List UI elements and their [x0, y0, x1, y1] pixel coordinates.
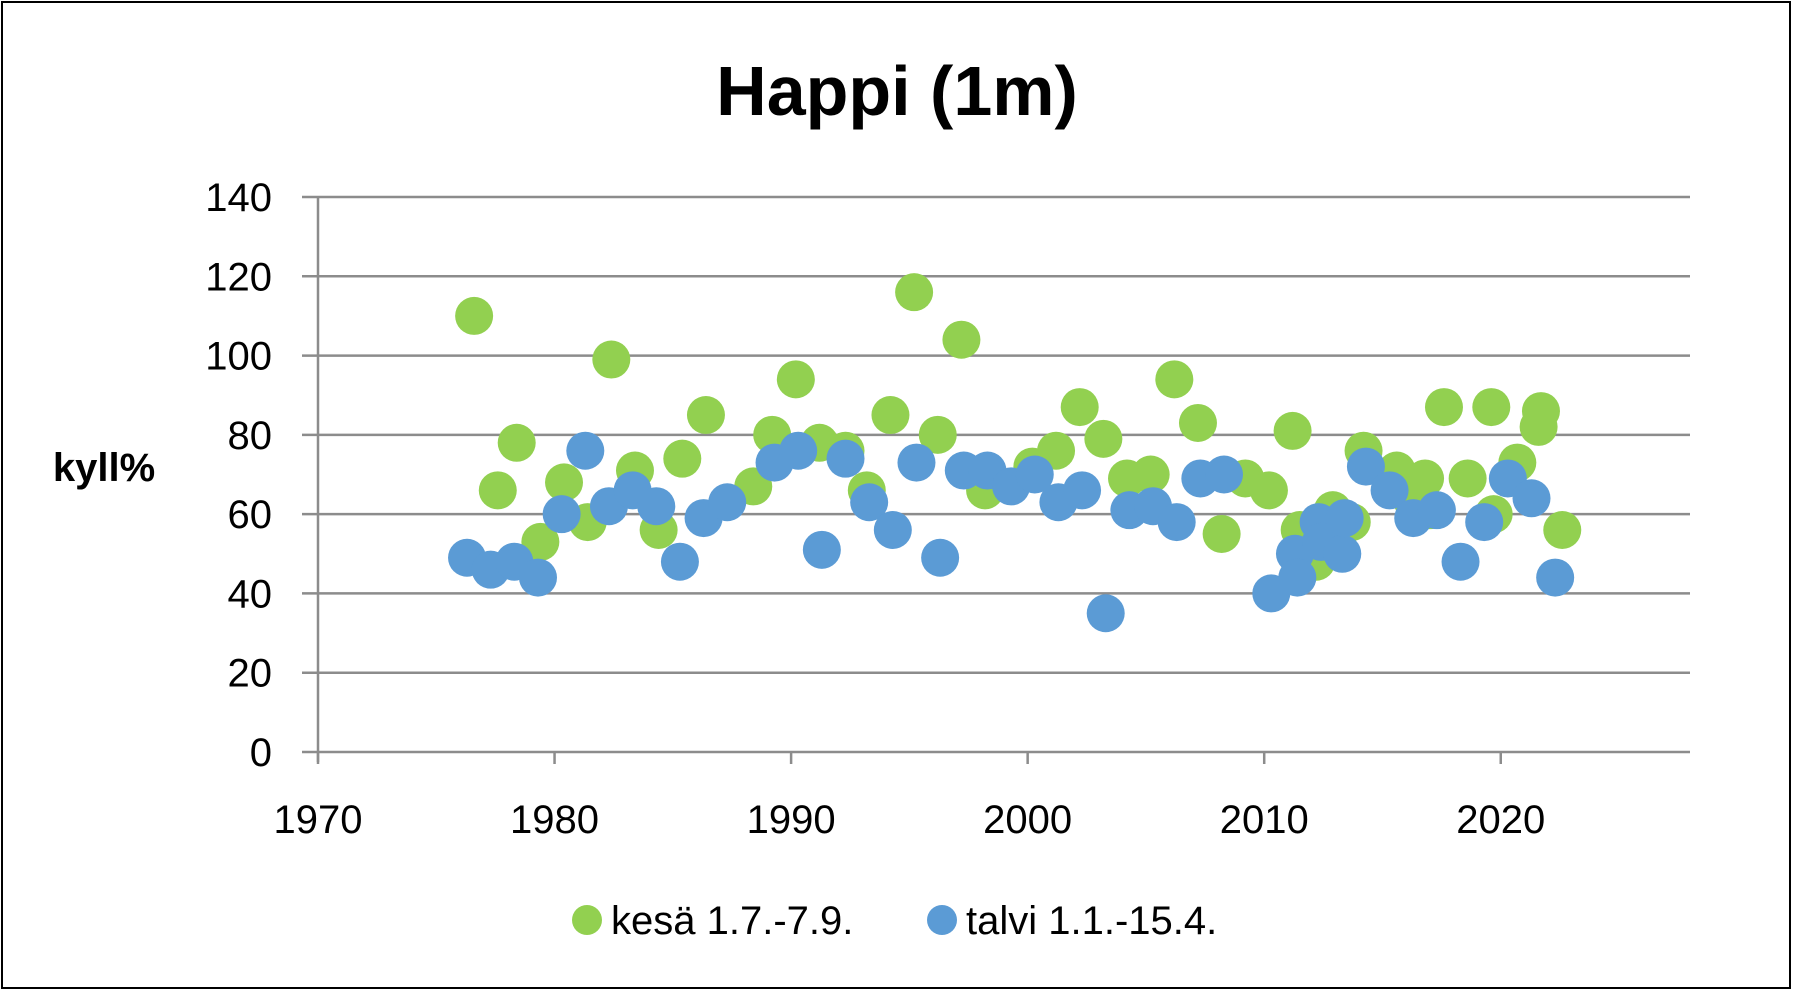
winter-data-point: [1157, 503, 1196, 542]
y-tick-label: 60: [228, 493, 273, 537]
y-tick-label: 40: [228, 572, 273, 616]
legend-label-winter: talvi 1.1.-15.4.: [966, 899, 1217, 943]
summer-data-point: [521, 522, 560, 561]
winter-data-point: [1015, 455, 1054, 494]
summer-data-point: [1249, 471, 1288, 510]
winter-data-point: [1370, 471, 1409, 510]
summer-data-point: [1448, 459, 1487, 498]
summer-data-point: [918, 415, 957, 454]
y-tick-labels: 0 20 40 60 80 100 120 140: [205, 176, 272, 775]
summer-data-point: [1084, 419, 1123, 458]
x-tick-label: 1980: [510, 798, 599, 842]
x-tick-labels: 1970 1980 1990 2000 2010 2020: [274, 798, 1546, 842]
summer-data-point: [478, 471, 517, 510]
legend-marker-winter: [927, 905, 957, 935]
winter-data-point: [566, 431, 605, 470]
winter-data-point: [660, 542, 699, 581]
y-tick-label: 20: [228, 652, 273, 696]
winter-data-point: [518, 558, 557, 597]
winter-data-point: [850, 483, 889, 522]
x-tick-label: 1990: [747, 798, 836, 842]
winter-data-point: [1346, 447, 1385, 486]
winter-data-point: [1204, 455, 1243, 494]
summer-data-point: [1521, 392, 1560, 431]
y-tick-label: 0: [250, 731, 272, 775]
data-points: [448, 273, 1582, 633]
legend: kesä 1.7.-7.9. talvi 1.1.-15.4.: [572, 899, 1217, 943]
summer-data-point: [663, 439, 702, 478]
winter-data-point: [1323, 534, 1362, 573]
summer-data-point: [895, 273, 934, 312]
winter-data-point: [1512, 479, 1551, 518]
summer-data-point: [1178, 403, 1217, 442]
x-tick-label: 2000: [983, 798, 1072, 842]
summer-data-point: [1273, 411, 1312, 450]
winter-data-point: [779, 431, 818, 470]
summer-data-point: [1424, 388, 1463, 427]
summer-data-point: [1060, 388, 1099, 427]
winter-data-point: [1086, 594, 1125, 633]
winter-data-point: [1063, 471, 1102, 510]
summer-data-point: [497, 423, 536, 462]
y-tick-label: 120: [205, 255, 272, 299]
x-tick-label: 1970: [274, 798, 363, 842]
winter-data-point: [921, 538, 960, 577]
y-tick-label: 80: [228, 414, 273, 458]
winter-data-point: [873, 511, 912, 549]
summer-data-point: [1543, 511, 1582, 549]
summer-data-point: [1406, 459, 1445, 498]
summer-data-point: [1131, 455, 1170, 494]
winter-data-point: [826, 439, 865, 478]
legend-label-summer: kesä 1.7.-7.9.: [611, 899, 853, 943]
y-axis-label: kyll%: [53, 446, 155, 490]
winter-data-point: [1536, 558, 1575, 597]
y-tick-label: 100: [205, 335, 272, 379]
winter-data-point: [1441, 542, 1480, 581]
summer-data-point: [545, 463, 584, 502]
chart-title: Happi (1m): [716, 52, 1078, 130]
summer-data-point: [871, 396, 910, 435]
x-tick-label: 2010: [1220, 798, 1309, 842]
summer-data-point: [686, 396, 725, 435]
winter-data-point: [1278, 558, 1317, 597]
winter-data-point: [637, 487, 676, 526]
summer-data-point: [776, 360, 815, 399]
y-tick-label: 140: [205, 176, 272, 220]
winter-data-point: [708, 483, 747, 522]
summer-data-point: [1155, 360, 1194, 399]
summer-data-point: [1202, 514, 1241, 553]
winter-data-point: [1465, 503, 1504, 542]
winter-data-point: [1417, 491, 1456, 530]
legend-marker-summer: [572, 905, 602, 935]
winter-data-point: [542, 495, 581, 534]
summer-data-point: [942, 320, 981, 359]
winter-data-point: [1325, 499, 1364, 538]
summer-data-point: [592, 340, 631, 379]
winter-data-point: [802, 530, 841, 569]
summer-data-point: [1472, 388, 1511, 427]
axes: [316, 197, 1503, 764]
winter-data-point: [897, 443, 936, 482]
summer-data-point: [455, 296, 494, 335]
x-tick-label: 2020: [1456, 798, 1545, 842]
